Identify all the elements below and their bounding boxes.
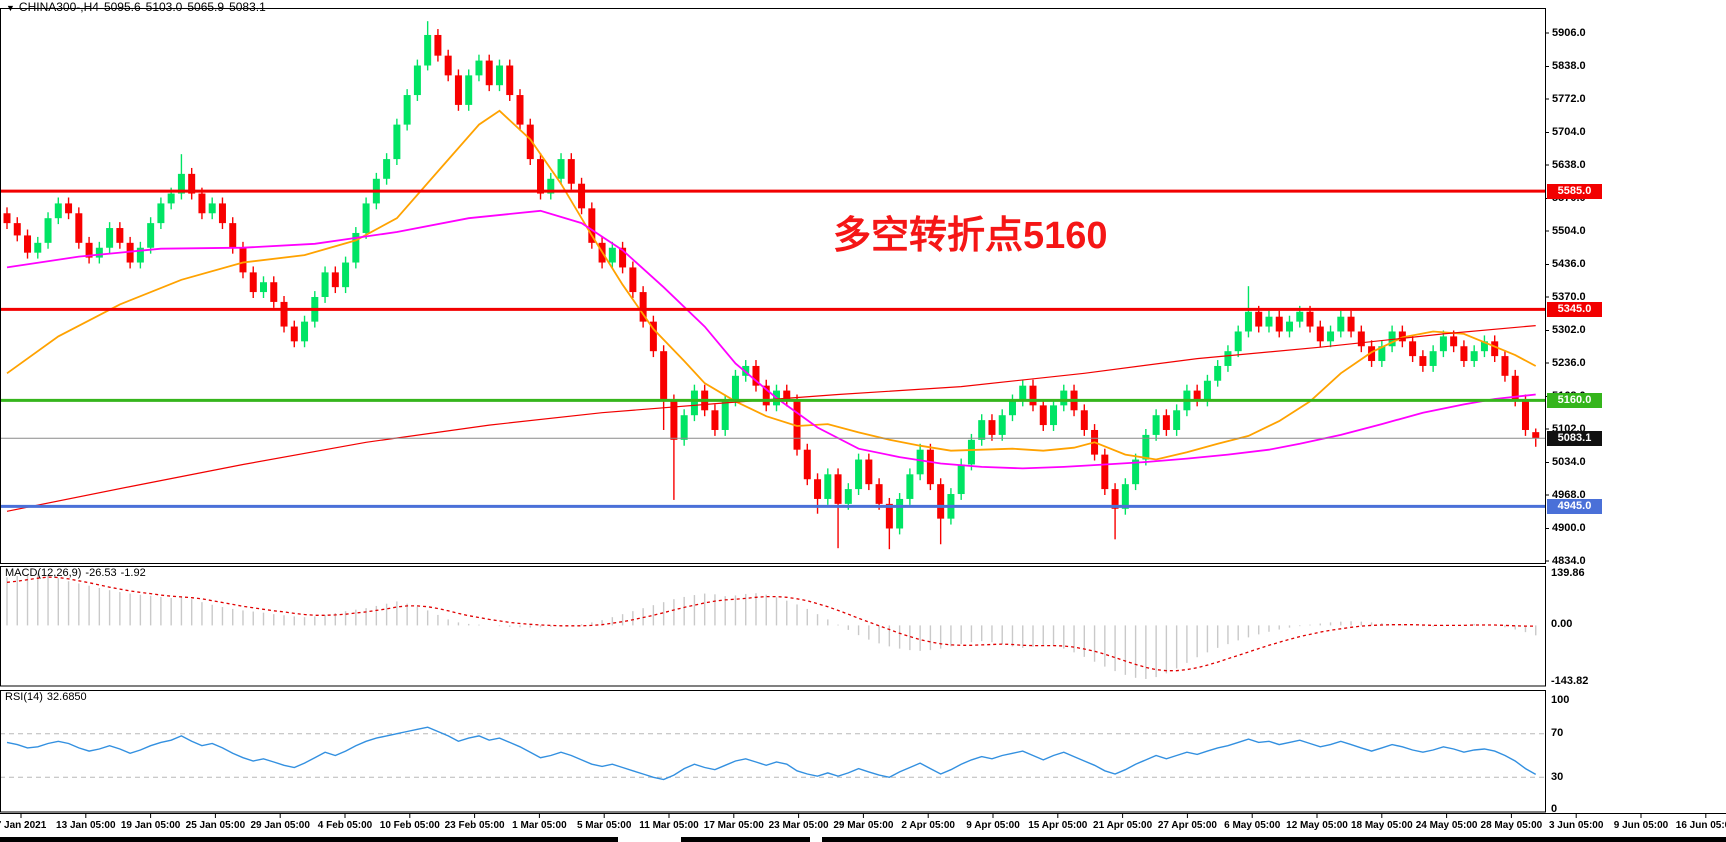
macd-name: MACD(12,26,9): [5, 567, 82, 579]
time-axis-label: 18 May 05:00: [1350, 820, 1413, 831]
macd-signal-value: -1.92: [120, 567, 146, 579]
price-axis-label: 5504.0: [1552, 224, 1586, 237]
price-axis-label: 5436.0: [1552, 257, 1586, 270]
price-level-badge: 5345.0: [1547, 301, 1602, 317]
time-axis-label: 12 May 05:00: [1286, 820, 1348, 831]
time-axis-label: 21 Apr 05:00: [1093, 820, 1153, 831]
price-axis-label: 4900.0: [1552, 521, 1586, 534]
symbol-dropdown-icon[interactable]: ▼: [6, 3, 15, 13]
ohlc-low: 5065.9: [187, 0, 225, 14]
rsi-indicator-label: RSI(14) 32.6850: [5, 691, 91, 703]
macd-histogram: [6, 573, 1537, 679]
time-axis-label: 9 Jun 05:00: [1613, 820, 1669, 831]
rsi-value: 32.6850: [46, 691, 87, 703]
time-axis-label: 17 Mar 05:00: [703, 820, 764, 831]
time-axis-label: 27 Apr 05:00: [1157, 820, 1217, 831]
time-axis-label: 29 Jan 05:00: [250, 820, 310, 831]
rsi-pane[interactable]: [0, 690, 1546, 813]
price-axis-label: 5236.0: [1552, 356, 1586, 369]
ma-slow-magenta: [6, 209, 1536, 470]
macd-signal-line: [6, 576, 1536, 672]
time-axis-label: 7 Jan 2021: [0, 820, 47, 831]
ohlc-open: 5095.6: [103, 0, 141, 14]
macd-indicator-label: MACD(12,26,9) -26.53 -1.92: [5, 567, 150, 579]
price-axis-label: 5034.0: [1552, 455, 1586, 468]
ma-long-red: [6, 325, 1536, 512]
rsi-line: [6, 726, 1537, 781]
price-axis-label: 5704.0: [1552, 125, 1586, 138]
ohlc-close: 5083.1: [229, 0, 266, 14]
macd-axis-max: 139.86: [1551, 567, 1585, 579]
ma-fast-orange: [6, 109, 1537, 461]
time-axis-label: 15 Apr 05:00: [1028, 820, 1088, 831]
time-axis-label: 25 Jan 05:00: [185, 820, 246, 831]
rsi-axis-0: 0: [1551, 803, 1558, 815]
price-pane[interactable]: [0, 8, 1546, 564]
time-axis-label: 23 Feb 05:00: [444, 820, 505, 831]
price-level-badge: 4945.0: [1547, 498, 1602, 514]
price-axis-label: 5302.0: [1552, 323, 1586, 336]
macd-axis-min: -143.82: [1551, 675, 1589, 687]
time-axis-label: 9 Apr 05:00: [966, 820, 1020, 831]
time-axis-label: 19 Jan 05:00: [120, 820, 181, 831]
price-level-badge: 5585.0: [1547, 183, 1602, 199]
time-axis-label: 23 Mar 05:00: [768, 820, 829, 831]
time-axis-label: 29 Mar 05:00: [833, 820, 894, 831]
time-axis-label: 10 Feb 05:00: [379, 820, 440, 831]
price-axis-label: 5772.0: [1552, 92, 1586, 105]
macd-value: -26.53: [85, 567, 117, 579]
rsi-axis-100: 100: [1551, 694, 1570, 706]
taskbar-strip: [681, 837, 810, 842]
chart-title-bar: ▼ CHINA300-,H4 5095.6 5103.0 5065.9 5083.1: [6, 0, 266, 14]
rsi-axis-30: 30: [1551, 771, 1564, 783]
time-axis-label: 11 Mar 05:00: [639, 820, 699, 831]
price-level-badge: 5083.1: [1547, 430, 1602, 446]
price-level-badge: 5160.0: [1547, 392, 1602, 408]
time-axis-label: 3 Jun 05:00: [1548, 820, 1604, 831]
price-axis-label: 5838.0: [1552, 59, 1586, 72]
price-axis-label: 5638.0: [1552, 158, 1586, 171]
price-axis-label: 4968.0: [1552, 488, 1586, 501]
symbol-label: CHINA300-,H4: [18, 0, 99, 14]
candlestick-series: [3, 21, 1540, 550]
time-axis-label: 28 May 05:00: [1480, 820, 1543, 831]
time-axis-label: 1 Mar 05:00: [512, 820, 567, 831]
macd-pane[interactable]: [0, 566, 1546, 687]
price-axis-label: 5906.0: [1552, 26, 1586, 39]
macd-axis-zero: 0.00: [1551, 618, 1573, 630]
time-axis-label: 24 May 05:00: [1415, 820, 1478, 831]
time-axis-label: 16 Jun 05:00: [1675, 820, 1726, 831]
annotation-text: 多空转折点5160: [833, 215, 1108, 257]
ohlc-high: 5103.0: [145, 0, 183, 14]
time-axis-label: 4 Feb 05:00: [317, 820, 373, 831]
time-axis-label: 6 May 05:00: [1224, 820, 1281, 831]
price-axis-label: 5370.0: [1552, 290, 1586, 303]
taskbar-strip: [822, 837, 1726, 842]
price-axis-label: 4834.0: [1552, 554, 1586, 567]
rsi-axis-70: 70: [1551, 727, 1564, 739]
time-axis-label: 5 Mar 05:00: [576, 820, 632, 831]
time-axis-label: 2 Apr 05:00: [901, 820, 955, 831]
rsi-name: RSI(14): [5, 691, 43, 703]
time-axis-label: 13 Jan 05:00: [56, 820, 116, 831]
taskbar-strip: [0, 837, 618, 842]
